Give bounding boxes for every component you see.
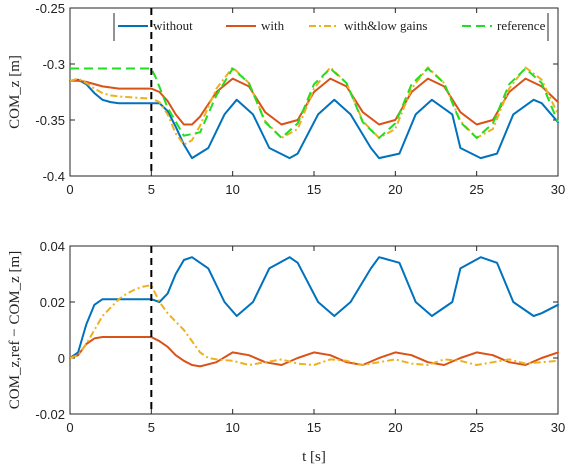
top-x-tick-label: 20 <box>388 182 402 197</box>
bottom-x-tick-label: 0 <box>66 420 73 435</box>
bottom-y-tick-label: 0.02 <box>40 295 65 310</box>
legend: without with with&low gains reference <box>113 13 549 41</box>
bottom-y-tick-label: 0 <box>58 351 65 366</box>
top-y-tick-label: -0.35 <box>35 113 65 128</box>
top-x-tick-label: 10 <box>225 182 239 197</box>
bottom-x-tick-label: 30 <box>551 420 565 435</box>
top-y-tick-label: -0.4 <box>43 169 65 184</box>
bottom-x-tick-label: 5 <box>148 420 155 435</box>
top-x-tick-label: 25 <box>469 182 483 197</box>
top-y-axis-label: COM_z [m] <box>7 55 23 129</box>
bottom-series-line-1 <box>69 336 559 368</box>
bottom-y-tick-label: -0.02 <box>35 407 65 422</box>
top-x-tick-label: 30 <box>551 182 565 197</box>
top-series-line-0 <box>69 78 559 160</box>
top-x-tick-label: 0 <box>66 182 73 197</box>
top-chart: 0 5 10 15 20 25 30-0.4-0.35-0.3-0.25 without wi… <box>7 1 565 197</box>
top-y-tick-label: -0.3 <box>43 57 65 72</box>
top-ticks: 0 5 10 15 20 25 30 -0.4 -0.35 -0.3 -0.25 <box>35 1 565 197</box>
legend-label-1: with <box>261 18 285 33</box>
bottom-series-line-2 <box>69 284 559 366</box>
top-y-tick-label: -0.25 <box>35 1 65 16</box>
bottom-x-tick-label: 25 <box>469 420 483 435</box>
bottom-x-axis-label: t [s] <box>302 449 326 465</box>
bottom-y-axis-label: COM_z,ref − COM_z [m] <box>7 251 23 409</box>
top-series-line-2 <box>69 66 559 146</box>
bottom-x-tick-label: 20 <box>388 420 402 435</box>
legend-label-0: without <box>153 18 193 33</box>
top-x-tick-label: 5 <box>148 182 155 197</box>
top-x-tick-label: 15 <box>307 182 321 197</box>
top-series-line-1 <box>69 77 559 126</box>
bottom-x-tick-label: 15 <box>307 420 321 435</box>
bottom-series <box>69 256 559 368</box>
top-series-line-3 <box>70 67 559 139</box>
bottom-x-tick-label: 10 <box>225 420 239 435</box>
top-series <box>69 66 559 160</box>
legend-label-2: with&low gains <box>344 18 427 33</box>
bottom-plot-area <box>69 245 559 415</box>
legend-label-3: reference <box>497 18 546 33</box>
bottom-y-tick-label: 0.04 <box>40 239 65 254</box>
